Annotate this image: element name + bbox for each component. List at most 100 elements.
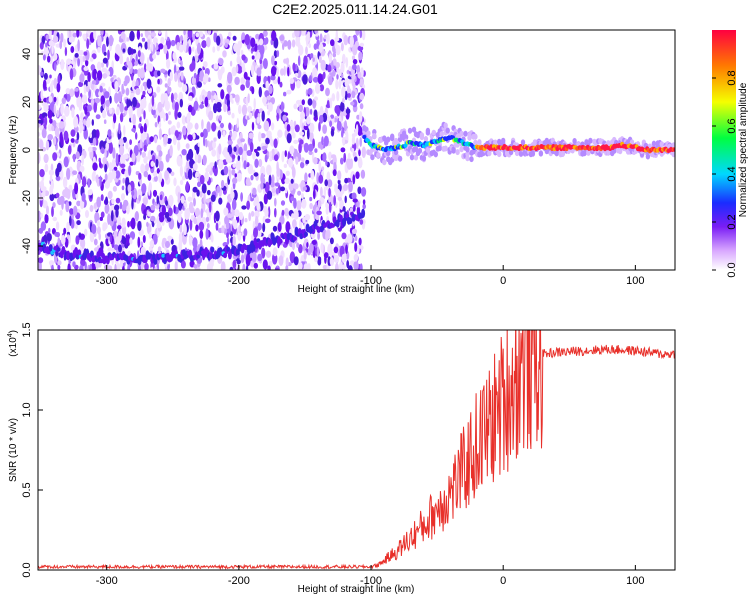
spectrogram-signal-halo — [645, 153, 651, 160]
spectrogram-noise-cell — [146, 221, 149, 228]
spectrogram-noise-cell — [159, 214, 165, 223]
spectrogram-noise-cell — [140, 103, 143, 108]
spectrogram-noise-cell — [231, 168, 236, 176]
spectrogram-noise-cell — [352, 99, 358, 108]
spectrogram-noise-cell — [186, 115, 190, 124]
spectrogram-noise-cell — [353, 260, 359, 270]
spectrogram-noise-cell — [76, 200, 81, 207]
spectrogram-noise-cell — [117, 225, 122, 230]
spectrogram-noise-cell — [209, 162, 215, 168]
spectrogram-signal-halo — [390, 133, 395, 140]
spectrogram-noise-cell — [185, 181, 189, 192]
spectrogram-noise-cell — [152, 170, 158, 177]
spectrogram-signal-halo — [417, 147, 423, 154]
spectrogram-noise-cell — [163, 44, 168, 55]
spectrogram-noise-cell — [93, 202, 97, 209]
spectrogram-noise-cell — [143, 144, 147, 152]
spectrogram-noise-cell — [170, 92, 174, 103]
spectrogram-noise-cell — [39, 169, 45, 178]
spectrogram-noise-cell — [73, 205, 78, 216]
colorbar-tick-label: 0.0 — [726, 262, 738, 277]
spectrogram-noise-cell — [264, 181, 270, 194]
spectrogram-noise-cell — [195, 171, 200, 178]
spectrogram-noise-cell — [113, 113, 117, 124]
spectrogram-noise-cell — [183, 223, 187, 236]
spectrogram-noise-cell — [104, 148, 107, 159]
spectrogram-noise-cell — [266, 95, 272, 101]
spectrogram-noise-cell — [192, 163, 198, 171]
spectrogram-noise-cell — [167, 77, 171, 87]
spectrogram-noise-cell — [103, 51, 107, 56]
spectrogram-noise-cell — [43, 153, 49, 164]
spectrogram-noise-cell — [100, 211, 105, 218]
spectrogram-signal-halo — [618, 148, 623, 155]
spectrogram-noise-cell — [310, 170, 315, 180]
spectrogram-signal-halo — [431, 129, 436, 136]
spectrogram-noise-cell — [118, 122, 121, 135]
spectrogram-noise-cell — [121, 217, 126, 228]
spectrogram-noise-cell — [326, 100, 330, 109]
spectrogram-noise-cell — [247, 164, 254, 175]
spectrogram-noise-cell — [247, 93, 250, 104]
colorbar-tick-label: 0.2 — [726, 214, 738, 229]
x-tick-label: 100 — [626, 575, 644, 587]
colorbar-label: Normalized spectral amplitude — [738, 82, 749, 217]
spectrogram-noise-cell — [307, 98, 313, 106]
spectrogram-noise-cell — [357, 45, 364, 52]
spectrogram-noise-cell — [53, 53, 58, 61]
spectrogram-noise-cell — [156, 195, 160, 205]
spectrogram-noise-cell — [93, 30, 97, 40]
spectrogram-noise-cell — [66, 234, 70, 240]
spectrogram-noise-cell — [307, 87, 313, 96]
spectrogram-noise-cell — [300, 30, 307, 36]
spectrogram-noise-cell — [76, 30, 80, 38]
spectrogram-noise-cell — [165, 153, 170, 163]
spectrogram-noise-cell — [41, 128, 47, 139]
spectrogram-noise-cell — [64, 237, 69, 248]
spectrogram-noise-cell — [144, 262, 149, 270]
spectrogram-noise-cell — [318, 55, 322, 64]
spectrogram-noise-cell — [341, 73, 344, 78]
spectrogram-noise-cell — [38, 210, 42, 223]
spectrogram-noise-cell — [340, 147, 346, 153]
snr-y-ticks: 0.0 0.5 1.0 1.5 — [21, 322, 43, 578]
spectrogram-noise-cell — [324, 254, 327, 264]
spectrogram-noise-cell — [342, 184, 348, 192]
spectrogram-noise-cell — [319, 105, 324, 116]
spectrogram-noise-cell — [291, 213, 295, 219]
spectrogram-noise-cell — [253, 200, 257, 207]
spectrogram-noise-cell — [250, 64, 255, 77]
spectrogram-noise-cell — [100, 30, 104, 36]
spectrogram-noise-cell — [193, 217, 197, 225]
spectrogram-noise-cell — [259, 63, 263, 70]
spectrogram-noise-cell — [323, 30, 329, 33]
spectrogram-noise-cell — [306, 128, 310, 140]
spectrogram-noise-cell — [152, 53, 157, 60]
spectrogram-noise-cell — [323, 34, 327, 40]
spectrogram-noise-cell — [347, 93, 351, 98]
spectrogram-noise-band-cell — [105, 256, 110, 265]
spectrogram-noise-cell — [177, 191, 181, 204]
spectrogram-noise-cell — [149, 240, 154, 248]
spectrogram-signal-halo — [407, 127, 413, 134]
spectrogram-noise-cell — [352, 151, 357, 158]
spectrogram-noise-cell — [325, 87, 330, 97]
spectrogram-noise-cell — [325, 230, 330, 242]
spectrogram-noise-cell — [267, 206, 271, 218]
spectrogram-noise-cell — [53, 61, 57, 72]
spectrogram-signal-halo — [538, 150, 544, 157]
spectrogram-noise-cell — [313, 43, 318, 50]
spectrogram-noise-cell — [164, 170, 169, 181]
spectrogram-noise-cell — [231, 199, 237, 211]
spectrogram-noise-cell — [142, 235, 146, 243]
spectrogram-noise-cell — [187, 196, 193, 202]
spectrogram-noise-cell — [247, 194, 251, 201]
spectrogram-noise-cell — [206, 189, 211, 196]
spectrogram-noise-cell — [293, 183, 299, 190]
spectrogram-noise-cell — [316, 210, 322, 216]
spectrogram-signal-halo — [382, 159, 387, 166]
spectrogram-noise-cell — [166, 138, 172, 144]
spectrogram-noise-cell — [256, 67, 262, 77]
spectrogram-noise-cell — [317, 73, 323, 85]
spectrogram-noise-cell — [103, 91, 110, 99]
